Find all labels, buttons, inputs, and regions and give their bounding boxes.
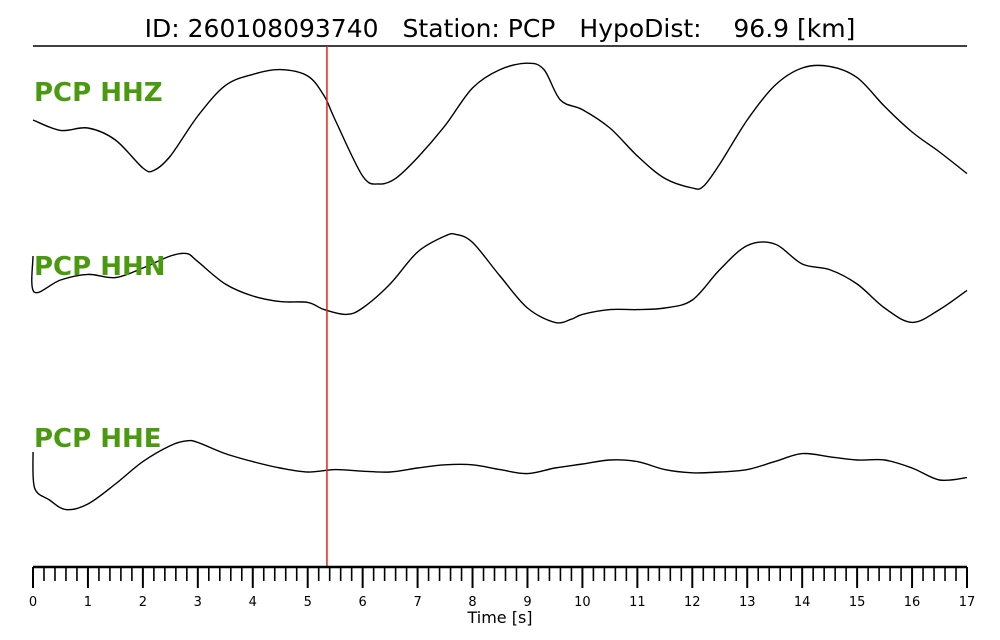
tick-label: 4 — [249, 595, 257, 610]
tick-label: 15 — [849, 595, 866, 610]
station-name: Station: PCP — [403, 14, 556, 43]
trace-hhz — [32, 62, 968, 190]
tick-label: 3 — [194, 595, 202, 610]
trace-label-group: PCP HHZ PCP HHN PCP HHE — [34, 78, 166, 454]
time-axis-ticks — [32, 567, 968, 588]
hypocentral-distance: HypoDist: 96.9 [km] — [579, 14, 855, 43]
tick-label: 0 — [29, 595, 37, 610]
trace-label-hhz: PCP HHZ — [34, 78, 163, 108]
tick-label: 2 — [139, 595, 147, 610]
tick-label: 13 — [739, 595, 756, 610]
tick-label: 11 — [629, 595, 646, 610]
trace-label-hhe: PCP HHE — [34, 424, 162, 454]
tick-label: 16 — [904, 595, 921, 610]
x-axis-label: Time [s] — [466, 608, 532, 627]
tick-label: 1 — [84, 595, 92, 610]
tick-label: 17 — [959, 595, 976, 610]
tick-label: 12 — [684, 595, 701, 610]
trace-hhn — [31, 232, 968, 324]
chart-title: ID: 260108093740 Station: PCP HypoDist: 96… — [145, 14, 856, 43]
tick-label: 5 — [304, 595, 312, 610]
trace-label-hhn: PCP HHN — [34, 252, 166, 282]
trace-group — [31, 62, 968, 511]
event-id: ID: 260108093740 — [145, 14, 379, 43]
tick-label: 10 — [574, 595, 591, 610]
tick-label: 8 — [468, 595, 476, 610]
tick-label: 7 — [413, 595, 421, 610]
time-axis-tick-labels: 0 1 2 3 4 5 6 7 8 9 10 11 12 13 14 15 16 17 — [29, 595, 975, 610]
tick-label: 14 — [794, 595, 811, 610]
time-axis: 0 1 2 3 4 5 6 7 8 9 10 11 12 13 14 15 16 17 Time [s] — [29, 565, 975, 627]
tick-label: 6 — [359, 595, 367, 610]
tick-label: 9 — [523, 595, 531, 610]
trace-hhe — [32, 439, 968, 511]
